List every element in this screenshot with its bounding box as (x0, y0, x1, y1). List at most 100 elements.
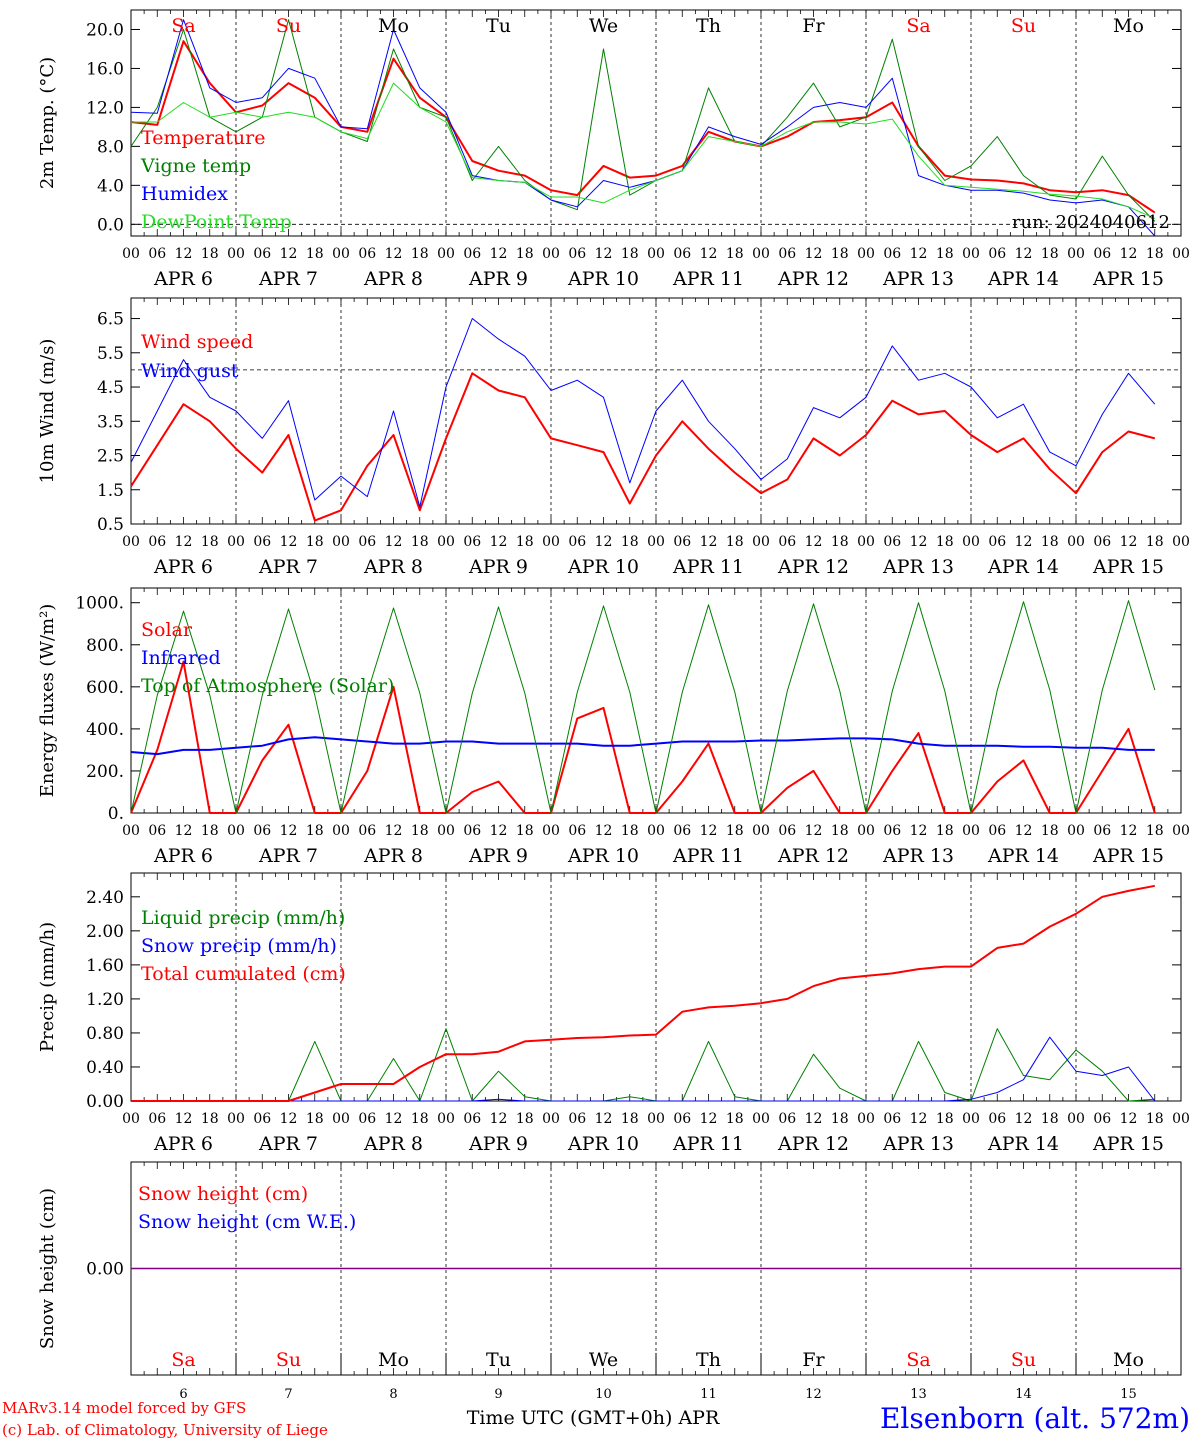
day-number-label: 12 (805, 1387, 822, 1402)
y-axis-label: Snow height (cm) (37, 1188, 58, 1349)
x-hour-label: 12 (1120, 823, 1138, 839)
x-hour-label: 06 (148, 1111, 166, 1127)
x-hour-label: 06 (1093, 1111, 1111, 1127)
y-tick-label: 2.00 (86, 922, 124, 942)
x-date-label: APR 6 (153, 556, 213, 578)
x-hour-label: 18 (1041, 823, 1059, 839)
x-hour-label: 06 (1093, 534, 1111, 550)
series-line (130, 372, 1156, 522)
series-line (131, 1028, 1155, 1102)
y-tick-label: 16.0 (86, 59, 124, 79)
x-hour-label: 00 (542, 1111, 560, 1127)
x-hour-label: 06 (673, 534, 691, 550)
y-axis-label: Precip (mm/h) (37, 922, 58, 1052)
x-hour-label: 06 (988, 823, 1006, 839)
y-tick-label: 6.5 (97, 310, 124, 330)
x-hour-label: 12 (595, 246, 613, 262)
x-hour-label: 06 (148, 534, 166, 550)
day-number-label: 10 (595, 1387, 612, 1402)
x-hour-label: 00 (752, 1111, 770, 1127)
y-tick-label: 2.5 (97, 447, 124, 467)
x-hour-label: 06 (883, 1111, 901, 1127)
x-date-label: APR 7 (258, 268, 318, 290)
x-hour-label: 12 (910, 246, 928, 262)
x-hour-label: 00 (437, 823, 455, 839)
x-hour-label: 12 (1015, 534, 1033, 550)
y-tick-label: 1000. (75, 594, 124, 614)
x-date-label: APR 12 (777, 1133, 849, 1155)
series-line (131, 1036, 1156, 1102)
y-tick-label: 8.0 (97, 137, 124, 157)
x-hour-label: 12 (280, 823, 298, 839)
x-hour-label: 06 (463, 534, 481, 550)
legend-entry: Total cumulated (cm) (141, 963, 346, 985)
weekday-label: Mo (378, 15, 409, 37)
x-hour-label: 06 (883, 246, 901, 262)
y-tick-label: 0.0 (97, 215, 124, 235)
x-hour-label: 00 (122, 823, 140, 839)
x-hour-label: 06 (358, 1111, 376, 1127)
x-hour-label: 12 (175, 534, 193, 550)
x-date-label: APR 8 (363, 268, 423, 290)
panel-frame-energy (130, 587, 1182, 814)
x-hour-label: 12 (595, 534, 613, 550)
x-hour-label: 00 (122, 534, 140, 550)
x-hour-label: 18 (936, 534, 954, 550)
weekday-label: Su (1011, 15, 1036, 37)
x-hour-label: 18 (621, 534, 639, 550)
x-hour-label: 06 (778, 823, 796, 839)
y-axis-label: Energy fluxes (W/m²) (37, 604, 58, 798)
x-hour-label: 12 (700, 246, 718, 262)
weekday-label: Sa (906, 1349, 930, 1371)
x-date-label: APR 11 (672, 1133, 744, 1155)
x-date-label: APR 13 (882, 1133, 954, 1155)
x-date-label: APR 14 (987, 268, 1059, 290)
x-hour-label: 18 (1146, 1111, 1164, 1127)
x-hour-label: 18 (201, 534, 219, 550)
x-hour-label: 12 (490, 534, 508, 550)
x-hour-label: 06 (673, 246, 691, 262)
weekday-label: Tu (486, 15, 511, 37)
weekday-label: Su (276, 1349, 301, 1371)
y-axis-label: 10m Wind (m/s) (37, 339, 58, 484)
x-hour-label: 06 (883, 823, 901, 839)
x-hour-label: 06 (253, 534, 271, 550)
x-hour-label: 18 (306, 246, 324, 262)
x-date-label: APR 10 (567, 1133, 639, 1155)
x-hour-label: 06 (253, 1111, 271, 1127)
x-hour-label: 06 (358, 534, 376, 550)
x-hour-label: 06 (988, 246, 1006, 262)
x-hour-label: 18 (726, 246, 744, 262)
x-hour-label: 18 (411, 823, 429, 839)
series-line (130, 318, 1156, 508)
x-hour-label: 00 (1172, 823, 1190, 839)
x-hour-label: 00 (437, 1111, 455, 1127)
x-hour-label: 18 (306, 823, 324, 839)
x-hour-label: 06 (568, 534, 586, 550)
x-date-label: APR 8 (363, 845, 423, 867)
x-date-label: APR 11 (672, 845, 744, 867)
x-date-label: APR 13 (882, 845, 954, 867)
y-tick-label: 20.0 (86, 20, 124, 40)
y-tick-label: 1.20 (86, 990, 124, 1010)
y-tick-label: 400. (86, 720, 124, 740)
x-date-label: APR 9 (468, 1133, 528, 1155)
x-date-label: APR 12 (777, 556, 849, 578)
x-axis-label: Time UTC (GMT+0h) APR (467, 1407, 720, 1429)
x-hour-label: 18 (726, 534, 744, 550)
x-hour-label: 00 (542, 534, 560, 550)
x-hour-label: 12 (385, 246, 403, 262)
x-hour-label: 00 (227, 246, 245, 262)
x-hour-label: 18 (516, 823, 534, 839)
x-date-label: APR 9 (468, 556, 528, 578)
x-hour-label: 12 (1120, 1111, 1138, 1127)
x-hour-label: 18 (306, 534, 324, 550)
x-hour-label: 12 (1120, 534, 1138, 550)
x-date-label: APR 12 (777, 845, 849, 867)
weekday-label: Sa (171, 15, 195, 37)
x-date-label: APR 6 (153, 1133, 213, 1155)
day-number-label: 15 (1120, 1387, 1137, 1402)
y-tick-label: 0.00 (86, 1092, 124, 1112)
